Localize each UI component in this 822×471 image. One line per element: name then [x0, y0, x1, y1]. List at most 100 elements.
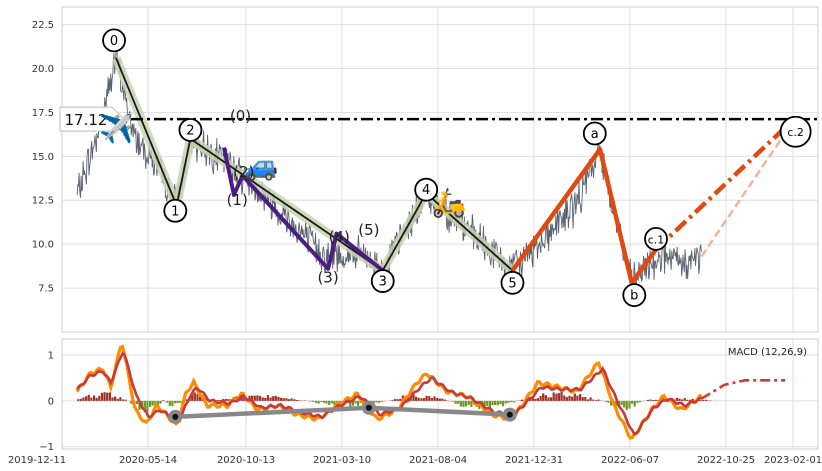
macd-histogram-bar: [681, 399, 684, 401]
macd-histogram-bar: [579, 394, 582, 401]
macd-histogram-bar: [628, 400, 631, 409]
macd-histogram-bar: [280, 397, 283, 401]
macd-histogram-bar: [623, 400, 626, 408]
macd-histogram-bar: [163, 400, 166, 402]
macd-histogram-bar: [704, 399, 707, 401]
wave-label-circle: [102, 28, 126, 53]
macd-histogram-bar: [496, 400, 499, 406]
macd-histogram-bar: [609, 400, 613, 406]
macd-histogram-bar: [330, 400, 333, 404]
macd-histogram-bar: [298, 400, 301, 401]
macd-histogram-bar: [678, 398, 681, 401]
macd-histogram-bar: [512, 400, 515, 403]
x-tick-label: 2019-12-11: [8, 455, 66, 466]
macd-histogram-bar: [399, 398, 402, 401]
macd-histogram-bar: [248, 395, 251, 401]
macd-y-tick-label: 0: [48, 396, 54, 407]
macd-histogram-bar: [636, 400, 639, 403]
macd-histogram-bar: [433, 396, 436, 401]
macd-histogram-bar: [317, 400, 320, 404]
macd-histogram-bar: [111, 397, 114, 401]
wave-label-circle: [622, 283, 647, 308]
macd-histogram-bar: [290, 398, 293, 401]
macd-histogram-bar: [597, 399, 600, 401]
macd-histogram-bar: [357, 400, 360, 406]
macd-histogram-bar: [555, 393, 558, 401]
macd-histogram-bar: [501, 400, 505, 407]
macd-histogram-bar: [322, 400, 325, 403]
price-y-tick-label: 20.0: [32, 64, 54, 75]
macd-histogram-bar: [509, 400, 512, 403]
macd-histogram-bar: [98, 395, 101, 401]
macd-histogram-bar: [293, 399, 296, 401]
macd-histogram-bar: [707, 400, 710, 401]
macd-histogram-bar: [114, 396, 117, 401]
macd-histogram-bar: [372, 400, 376, 403]
macd-panel: 2019-12-11 2020-05-14 2020-10-13 2021-03-10…: [8, 338, 822, 466]
macd-histogram-bar: [584, 397, 587, 401]
x-tick-label: 2023-02-01: [764, 455, 822, 466]
wave-label-text: 0: [110, 34, 118, 49]
macd-histogram-bar: [274, 395, 277, 401]
macd-y-tick-label: −1: [39, 442, 54, 453]
macd-line: [75, 344, 703, 440]
macd-histogram-bar: [633, 400, 636, 407]
macd-histogram-bar: [594, 400, 597, 401]
x-tick-label: 2022-10-25: [697, 455, 755, 466]
price-y-tick-label: 10.0: [32, 240, 54, 251]
macd-histogram-bar: [686, 399, 689, 401]
macd-histogram-bar: [287, 399, 291, 401]
macd-histogram-bar: [224, 399, 227, 401]
macd-histogram-bar: [122, 399, 125, 401]
macd-histogram-bar: [196, 394, 199, 401]
subwave-label-text: (0): [230, 107, 251, 125]
macd-y-tick-label: 1: [48, 351, 54, 362]
macd-histogram-bar: [176, 400, 179, 403]
wave-label-circle: [582, 121, 607, 146]
macd-histogram-bar: [349, 400, 352, 408]
corrective-wave-line: [510, 147, 658, 286]
macd-histogram-bar: [282, 398, 285, 401]
macd-histogram-bar: [333, 400, 336, 406]
macd-legend-label: MACD (12,26,9): [728, 347, 807, 358]
macd-histogram-bar: [507, 400, 510, 403]
macd-histogram-bar: [380, 400, 383, 402]
macd-histogram-bar: [93, 395, 96, 401]
subwave-label-text: (5): [358, 221, 379, 239]
macd-histogram-bar: [171, 400, 174, 407]
macd-histogram-bar: [264, 398, 267, 401]
macd-histogram-bar: [354, 400, 357, 404]
macd-histogram-bar: [417, 397, 420, 401]
macd-histogram-bar: [391, 400, 394, 401]
macd-histogram-bar: [162, 400, 165, 401]
macd-histogram-bar: [550, 397, 553, 401]
macd-histogram-bar: [227, 399, 230, 401]
macd-histogram-bar: [130, 400, 133, 404]
x-tick-label: 2021-12-31: [505, 455, 563, 466]
macd-histogram-bar: [683, 398, 686, 401]
macd-histogram-bar: [193, 392, 196, 401]
macd-histogram-bar: [586, 399, 590, 401]
macd-histogram-bar: [258, 396, 262, 401]
macd-histogram-bar: [576, 395, 579, 401]
price-panel: 7.510.012.515.017.520.022.517.12✈️🚙🛵0123…: [32, 6, 819, 333]
macd-histogram-bar: [483, 400, 486, 408]
macd-plot-area: [61, 338, 819, 450]
macd-histogram-bar: [462, 400, 465, 407]
macd-histogram-bar: [646, 399, 649, 401]
macd-histogram-bar: [269, 397, 272, 401]
macd-histogram-bar: [407, 396, 410, 401]
macd-histogram-bar: [285, 398, 288, 401]
macd-histogram-bar: [393, 398, 397, 401]
macd-histogram-bar: [428, 396, 431, 401]
wave-label-circle: [500, 270, 525, 295]
wave-label-text: 3: [379, 275, 387, 290]
macd-histogram-bar: [108, 392, 111, 401]
macd-histogram-bar: [589, 397, 592, 401]
wave-label-text: 4: [422, 183, 430, 198]
macd-histogram-bar: [309, 400, 312, 402]
wave-label-circle: [370, 269, 395, 293]
wave-label-circle: [163, 198, 188, 223]
macd-histogram-bar: [488, 400, 491, 409]
sub-wave-line: [222, 147, 384, 273]
